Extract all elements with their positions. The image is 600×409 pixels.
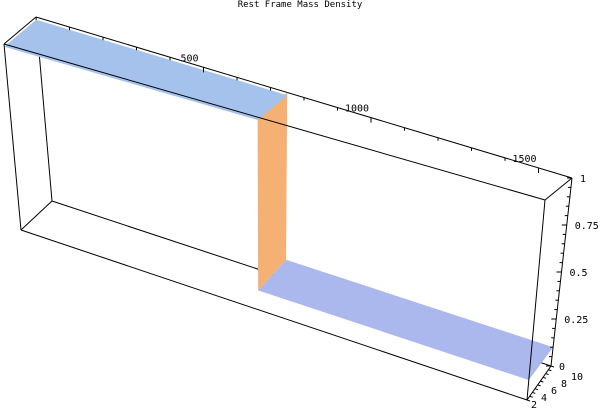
y-tick — [534, 388, 539, 391]
y-tick — [529, 395, 533, 398]
y-tick — [542, 376, 547, 379]
y-tick — [550, 365, 555, 368]
chart-title: Rest Frame Mass Density — [237, 0, 363, 10]
z-tick-label: 0.5 — [570, 268, 588, 279]
step-face — [257, 92, 288, 291]
y-tick — [526, 399, 531, 402]
box-edge — [526, 365, 552, 401]
box-edge — [20, 200, 53, 231]
box-edge — [526, 199, 546, 401]
y-tick — [537, 384, 541, 387]
box-edge — [3, 43, 22, 231]
low-plateau — [258, 259, 554, 380]
y-tick — [545, 373, 549, 376]
box-edge — [3, 16, 37, 45]
y-tick-label: 8 — [561, 379, 567, 390]
z-tick-label: 0.75 — [575, 221, 599, 232]
y-tick-label: 10 — [571, 372, 583, 383]
y-tick — [540, 380, 544, 383]
y-tick — [548, 369, 552, 372]
box-edge — [3, 43, 546, 201]
z-tick-label: 1 — [580, 174, 586, 185]
z-tick-label: 0.25 — [564, 315, 588, 326]
y-tick-label: 6 — [551, 386, 557, 397]
x-tick-label: 500 — [180, 53, 198, 64]
z-tick-label: 0 — [559, 362, 565, 373]
y-tick — [532, 391, 536, 394]
high-plateau — [4, 19, 288, 121]
x-tick-label: 1500 — [512, 154, 536, 165]
y-tick-label: 2 — [531, 400, 537, 409]
box-edge — [544, 177, 573, 201]
x-tick-label: 1000 — [345, 104, 369, 115]
y-tick-label: 4 — [541, 393, 547, 404]
box-edge — [20, 229, 528, 401]
